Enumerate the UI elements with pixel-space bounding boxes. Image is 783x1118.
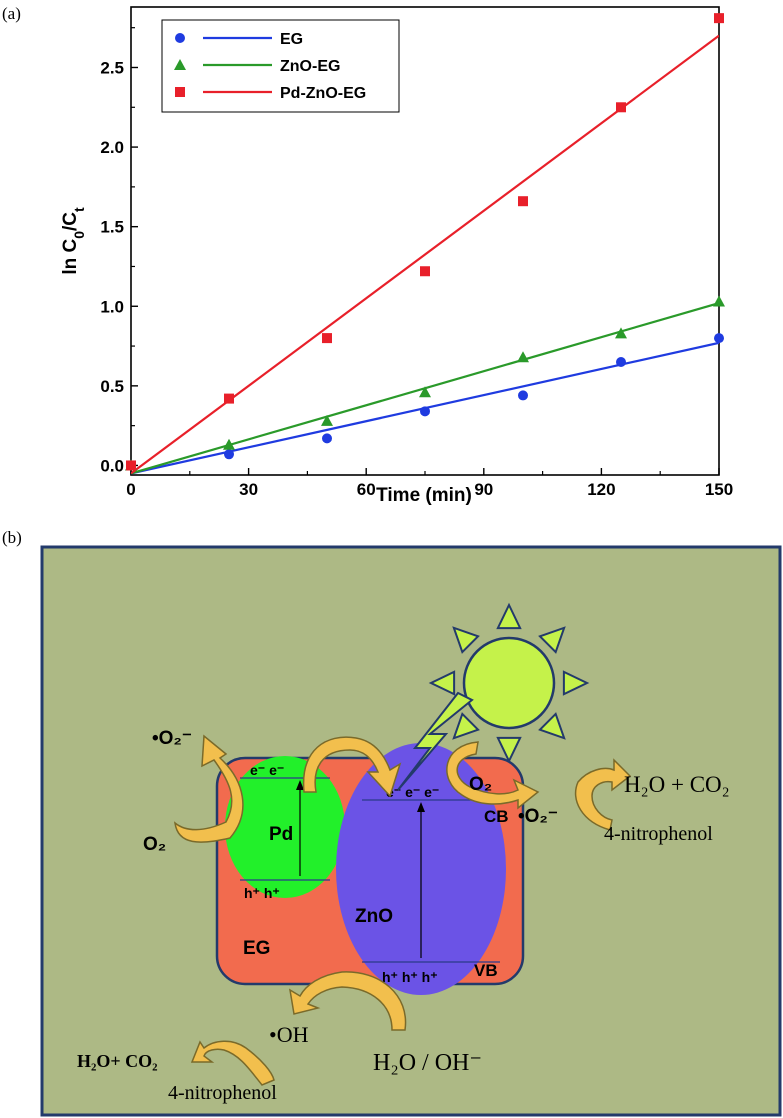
eg-point bbox=[616, 356, 626, 367]
sun-disc bbox=[462, 636, 556, 730]
x-axis: 0 30 60 90 120 150 bbox=[126, 468, 733, 499]
zno-eg-point bbox=[321, 414, 333, 426]
nitrophenol-oxidation-arrow-left bbox=[190, 1040, 275, 1086]
eg-legend-label: EG bbox=[280, 31, 303, 48]
pd-arrow-head bbox=[296, 780, 304, 790]
hydroxyl-label: •OH bbox=[269, 1022, 309, 1047]
eg-point bbox=[322, 433, 332, 444]
legend-box bbox=[161, 19, 400, 113]
sun-ray bbox=[428, 670, 456, 696]
sun-ray bbox=[562, 670, 590, 696]
y-axis-title: ln C0/Ct bbox=[60, 207, 87, 275]
pd-zno-eg-point bbox=[224, 393, 234, 404]
pd-zno-eg-point bbox=[420, 266, 430, 277]
pd-to-zno-transfer-arrow bbox=[302, 736, 402, 798]
panel-b-label: (b) bbox=[2, 528, 22, 547]
x-tick-label: 120 bbox=[587, 480, 615, 499]
data-points bbox=[125, 13, 725, 471]
y-axis: 0.0 0.5 1.0 1.5 2.0 2.5 bbox=[100, 27, 138, 475]
eg-label: EG bbox=[243, 938, 270, 959]
water-label: H₂O / OH⁻ bbox=[373, 1050, 482, 1076]
lightning-icon bbox=[397, 691, 474, 791]
legend: EG ZnO-EG Pd-ZnO-EG bbox=[161, 19, 400, 113]
eg-legend-marker bbox=[175, 33, 185, 43]
zno-eg-point bbox=[419, 386, 431, 398]
x-tick-label: 60 bbox=[357, 480, 376, 499]
sun-ray bbox=[452, 626, 480, 654]
zno-eg-legend-marker bbox=[174, 59, 186, 70]
pd-zno-eg-point bbox=[714, 13, 724, 24]
pd-zno-eg-legend-label: Pd-ZnO-EG bbox=[280, 85, 366, 102]
zno-eg-point bbox=[223, 438, 235, 450]
sun-ray bbox=[538, 712, 566, 740]
vb-label: VB bbox=[474, 961, 498, 980]
x-axis-title: Time (min) bbox=[376, 485, 472, 506]
pd-zno-eg-legend-marker bbox=[175, 87, 185, 97]
o2-right-label: O₂ bbox=[469, 774, 492, 795]
pd-zno-eg-point bbox=[126, 460, 136, 471]
y-tick-label: 2.0 bbox=[100, 138, 124, 157]
zno-electrons: e⁻ e⁻ e⁻ bbox=[386, 784, 439, 800]
sun-ray bbox=[452, 712, 480, 740]
pd-o2-reduction-arrow bbox=[173, 734, 244, 843]
eg-point bbox=[518, 390, 528, 401]
sun-icon bbox=[428, 602, 590, 764]
products-right-label: H₂O + CO₂ bbox=[624, 772, 730, 797]
zno-holes: h⁺ h⁺ h⁺ bbox=[382, 969, 438, 985]
superoxide-right-label: •O₂⁻ bbox=[518, 806, 558, 827]
zno-eg-point bbox=[615, 327, 627, 339]
sun-rays bbox=[428, 602, 590, 764]
eg-point bbox=[420, 406, 430, 417]
y-tick-label: 1.5 bbox=[100, 218, 124, 237]
pd-label: Pd bbox=[269, 824, 293, 845]
water-oxidation-arrow bbox=[288, 971, 407, 1031]
zno-arrow-head bbox=[417, 802, 425, 812]
eg-point bbox=[714, 333, 724, 344]
nitrophenol-right-label: 4-nitrophenol bbox=[604, 823, 713, 845]
x-tick-label: 90 bbox=[474, 480, 493, 499]
panel-a-label: (a) bbox=[2, 4, 21, 23]
nitrophenol-oxidation-arrow-right bbox=[574, 758, 632, 831]
zno-label: ZnO bbox=[355, 906, 393, 927]
cb-label: CB bbox=[484, 807, 509, 826]
pd-zno-eg-point bbox=[518, 196, 528, 207]
y-tick-label: 0.5 bbox=[100, 377, 124, 396]
sun-ray bbox=[496, 602, 522, 630]
kinetics-chart: 0 30 60 90 120 150 0.0 0.5 1.0 1.5 2.0 2.5 Time (m… bbox=[60, 6, 733, 506]
process-arrows bbox=[173, 734, 632, 1086]
pd-electrons: e⁻ e⁻ bbox=[250, 762, 284, 778]
pd-zno-eg-point bbox=[322, 333, 332, 344]
x-tick-label: 150 bbox=[705, 480, 733, 499]
pd-holes: h⁺ h⁺ bbox=[244, 885, 280, 901]
zno-o2-reduction-arrow bbox=[446, 741, 540, 810]
photocatalysis-scheme: e⁻ e⁻ Pd h⁺ h⁺ e⁻ e⁻ e⁻ ZnO h⁺ h⁺ h⁺ EG … bbox=[40, 545, 782, 1117]
zno-eg-point bbox=[517, 351, 529, 363]
zno-eg-point bbox=[713, 295, 725, 307]
pd-zno-eg-point bbox=[616, 102, 626, 113]
nitrophenol-left-label: 4-nitrophenol bbox=[168, 1082, 277, 1104]
y-tick-label: 2.5 bbox=[100, 58, 124, 77]
o2-left-label: O₂ bbox=[143, 834, 166, 855]
products-left-label: H₂O+ CO₂ bbox=[77, 1051, 158, 1071]
y-tick-label: 1.0 bbox=[100, 297, 124, 316]
y-tick-label: 0.0 bbox=[100, 456, 124, 475]
sun-ray bbox=[496, 736, 522, 764]
x-tick-label: 0 bbox=[126, 480, 135, 499]
sun-ray bbox=[538, 626, 566, 654]
zno-eg-legend-label: ZnO-EG bbox=[280, 58, 340, 75]
x-tick-label: 30 bbox=[239, 480, 258, 499]
superoxide-left-label: •O₂⁻ bbox=[152, 728, 192, 749]
eg-point bbox=[224, 449, 234, 460]
